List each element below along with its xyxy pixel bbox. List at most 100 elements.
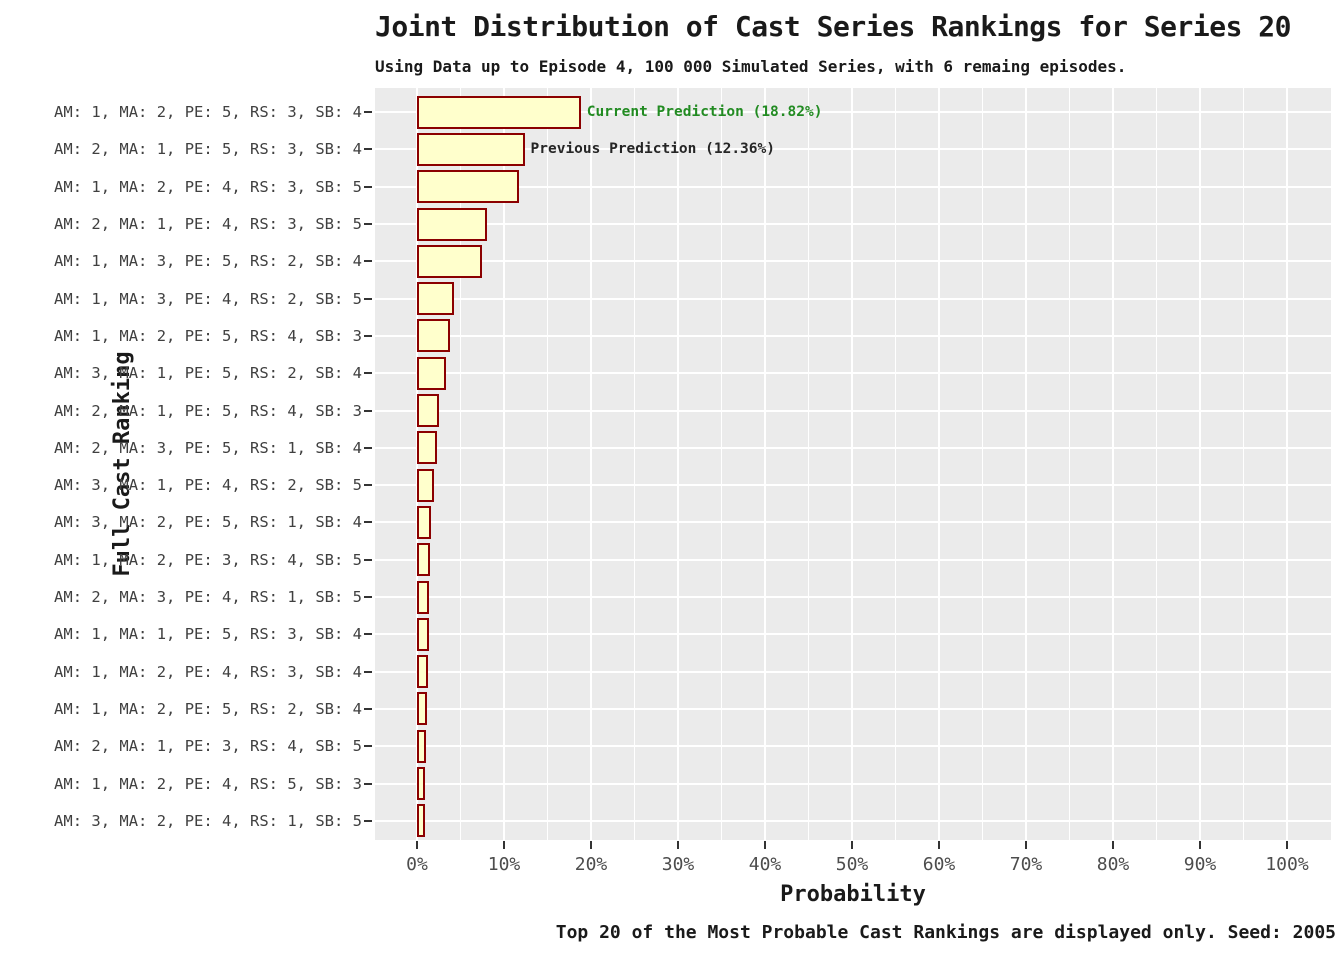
minor-gridline [808, 88, 809, 840]
category-gridline [375, 633, 1331, 636]
x-tick-mark [764, 841, 766, 849]
probability-bar [417, 767, 426, 801]
category-gridline [375, 707, 1331, 710]
major-gridline [1199, 88, 1201, 840]
plot-panel: Current Prediction (18.82%) Previous Pred… [375, 88, 1331, 840]
y-axis-category-label: AM: 2, MA: 3, PE: 4, RS: 1, SB: 5 [54, 588, 362, 607]
y-tick-mark [364, 484, 372, 487]
y-tick-mark [364, 372, 372, 375]
y-tick-mark [364, 707, 372, 710]
x-axis-title: Probability [780, 882, 926, 907]
minor-gridline [721, 88, 722, 840]
major-gridline [677, 88, 679, 840]
y-axis-category-label: AM: 2, MA: 1, PE: 5, RS: 4, SB: 3 [54, 401, 362, 420]
chart-caption: Top 20 of the Most Probable Cast Ranking… [555, 922, 1336, 943]
x-axis-tick-label: 100% [1265, 854, 1309, 875]
y-tick-mark [364, 185, 372, 188]
x-axis-tick-label: 10% [487, 854, 521, 875]
probability-bar [417, 692, 427, 726]
probability-bar [417, 356, 446, 390]
y-tick-mark [364, 223, 372, 226]
minor-gridline [1156, 88, 1157, 840]
category-gridline [375, 782, 1331, 785]
probability-bar [417, 431, 438, 465]
probability-bar [417, 468, 435, 502]
y-axis-category-label: AM: 3, MA: 1, PE: 4, RS: 2, SB: 5 [54, 476, 362, 495]
category-gridline [375, 521, 1331, 524]
prediction-annotation: Previous Prediction (12.36%) [530, 141, 775, 158]
y-tick-mark [364, 670, 372, 673]
category-gridline [375, 819, 1331, 822]
major-gridline [1286, 88, 1288, 840]
major-gridline [1025, 88, 1027, 840]
y-axis-category-label: AM: 3, MA: 2, PE: 5, RS: 1, SB: 4 [54, 513, 362, 532]
category-gridline [375, 223, 1331, 226]
probability-bar [417, 170, 519, 204]
y-tick-mark [364, 260, 372, 263]
y-axis-category-label: AM: 3, MA: 1, PE: 5, RS: 2, SB: 4 [54, 364, 362, 383]
x-tick-mark [416, 841, 418, 849]
y-axis-category-label: AM: 1, MA: 2, PE: 5, RS: 4, SB: 3 [54, 326, 362, 345]
y-tick-mark [364, 819, 372, 822]
y-tick-mark [364, 782, 372, 785]
category-gridline [375, 558, 1331, 561]
x-axis-tick-label: 70% [1009, 854, 1043, 875]
y-axis-category-label: AM: 1, MA: 2, PE: 4, RS: 3, SB: 4 [54, 662, 362, 681]
y-axis-category-label: AM: 2, MA: 1, PE: 5, RS: 3, SB: 4 [54, 140, 362, 159]
prediction-annotation: Current Prediction (18.82%) [586, 104, 823, 121]
probability-bar [417, 580, 430, 614]
probability-bar [417, 729, 427, 763]
category-gridline [375, 596, 1331, 599]
x-tick-mark [590, 841, 592, 849]
x-tick-mark [1286, 841, 1288, 849]
major-gridline [764, 88, 766, 840]
x-tick-mark [677, 841, 679, 849]
probability-bar [417, 804, 425, 838]
x-axis-tick-label: 80% [1096, 854, 1130, 875]
probability-bar [417, 543, 430, 577]
y-axis-category-label: AM: 1, MA: 2, PE: 5, RS: 3, SB: 4 [54, 103, 362, 122]
y-tick-mark [364, 558, 372, 561]
y-tick-mark [364, 297, 372, 300]
category-gridline [375, 446, 1331, 449]
y-tick-mark [364, 409, 372, 412]
y-axis-category-label: AM: 1, MA: 2, PE: 4, RS: 5, SB: 3 [54, 774, 362, 793]
y-tick-mark [364, 334, 372, 337]
y-tick-mark [364, 745, 372, 748]
x-axis-tick-label: 50% [835, 854, 869, 875]
x-axis-tick-label: 30% [661, 854, 695, 875]
y-axis-category-label: AM: 1, MA: 1, PE: 5, RS: 3, SB: 4 [54, 625, 362, 644]
probability-bar [417, 132, 525, 166]
category-gridline [375, 185, 1331, 188]
category-gridline [375, 745, 1331, 748]
category-gridline [375, 409, 1331, 412]
y-tick-mark [364, 596, 372, 599]
probability-bar [417, 95, 581, 129]
probability-bar [417, 617, 429, 651]
x-axis-tick-label: 60% [922, 854, 956, 875]
y-tick-mark [364, 446, 372, 449]
probability-bar [417, 244, 482, 278]
y-tick-mark [364, 633, 372, 636]
minor-gridline [1069, 88, 1070, 840]
category-gridline [375, 334, 1331, 337]
y-axis-category-label: AM: 2, MA: 3, PE: 5, RS: 1, SB: 4 [54, 438, 362, 457]
minor-gridline [634, 88, 635, 840]
y-axis-title: Full Cast Ranking [110, 351, 136, 577]
minor-gridline [460, 88, 461, 840]
minor-gridline [895, 88, 896, 840]
probability-bar [417, 655, 428, 689]
x-tick-mark [938, 841, 940, 849]
x-axis-tick-label: 40% [748, 854, 782, 875]
probability-bar [417, 505, 432, 539]
x-tick-mark [1112, 841, 1114, 849]
major-gridline [938, 88, 940, 840]
y-tick-mark [364, 521, 372, 524]
chart-subtitle: Using Data up to Episode 4, 100 000 Simu… [375, 57, 1127, 76]
major-gridline [851, 88, 853, 840]
category-gridline [375, 484, 1331, 487]
probability-bar [417, 282, 454, 316]
x-axis-tick-label: 90% [1183, 854, 1217, 875]
major-gridline [590, 88, 592, 840]
